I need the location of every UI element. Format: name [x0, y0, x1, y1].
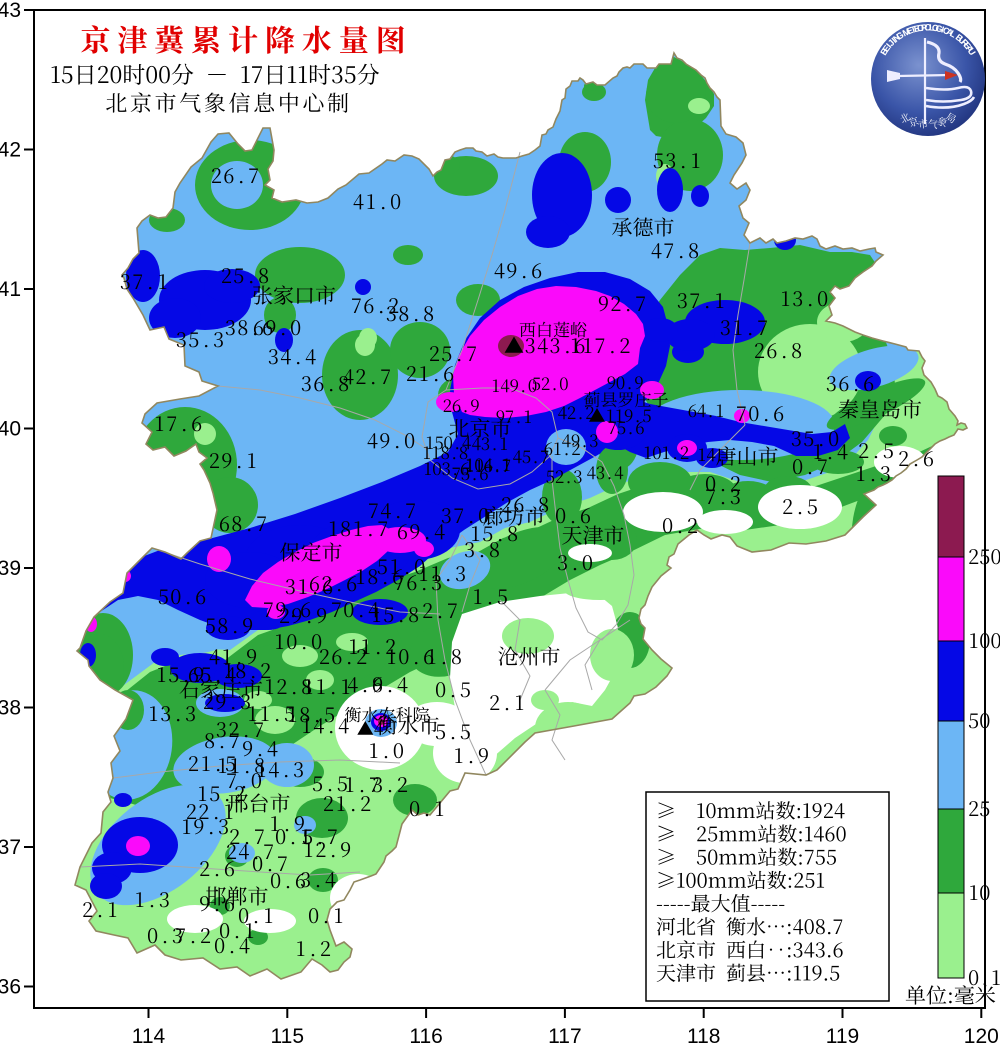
svg-text:E: E: [881, 43, 893, 54]
svg-text:116: 116: [409, 1025, 442, 1048]
svg-text:J: J: [886, 38, 897, 49]
svg-text:L: L: [929, 22, 936, 32]
svg-text:43: 43: [0, 0, 21, 22]
svg-text:119: 119: [826, 1025, 859, 1048]
svg-text:I: I: [884, 41, 893, 49]
svg-text:R: R: [921, 22, 929, 32]
svg-text:115: 115: [271, 1025, 304, 1048]
svg-text:41: 41: [0, 278, 21, 301]
svg-text:A: A: [964, 43, 976, 55]
svg-text:R: R: [959, 37, 971, 49]
svg-text:A: A: [945, 26, 956, 38]
svg-text:114: 114: [132, 1025, 166, 1048]
svg-text:T: T: [909, 24, 918, 35]
svg-text:C: C: [941, 25, 951, 37]
svg-text:40: 40: [0, 418, 21, 441]
svg-text:E: E: [913, 23, 921, 34]
svg-text:O: O: [931, 23, 939, 34]
svg-text:36: 36: [0, 976, 21, 999]
svg-text:E: E: [962, 40, 974, 51]
svg-text:I: I: [890, 36, 899, 45]
svg-text:G: G: [935, 23, 944, 34]
svg-text:O: O: [916, 23, 924, 34]
svg-text:I: I: [940, 24, 945, 34]
svg-text:118: 118: [687, 1025, 720, 1048]
svg-text:117: 117: [548, 1025, 581, 1048]
svg-text:M: M: [901, 26, 912, 38]
svg-text:L: L: [948, 28, 958, 40]
svg-text:37: 37: [0, 836, 21, 859]
svg-text:U: U: [956, 34, 967, 46]
svg-text:G: G: [894, 30, 905, 42]
svg-text:120: 120: [964, 1025, 999, 1048]
svg-text:39: 39: [0, 557, 21, 580]
svg-text:O: O: [924, 23, 931, 33]
svg-text:B: B: [954, 32, 966, 44]
svg-text:U: U: [966, 46, 978, 57]
svg-text:B: B: [878, 46, 890, 57]
svg-text:38: 38: [0, 697, 21, 720]
svg-text:42: 42: [0, 139, 21, 162]
svg-text:E: E: [905, 25, 914, 36]
svg-text:N: N: [891, 32, 902, 44]
